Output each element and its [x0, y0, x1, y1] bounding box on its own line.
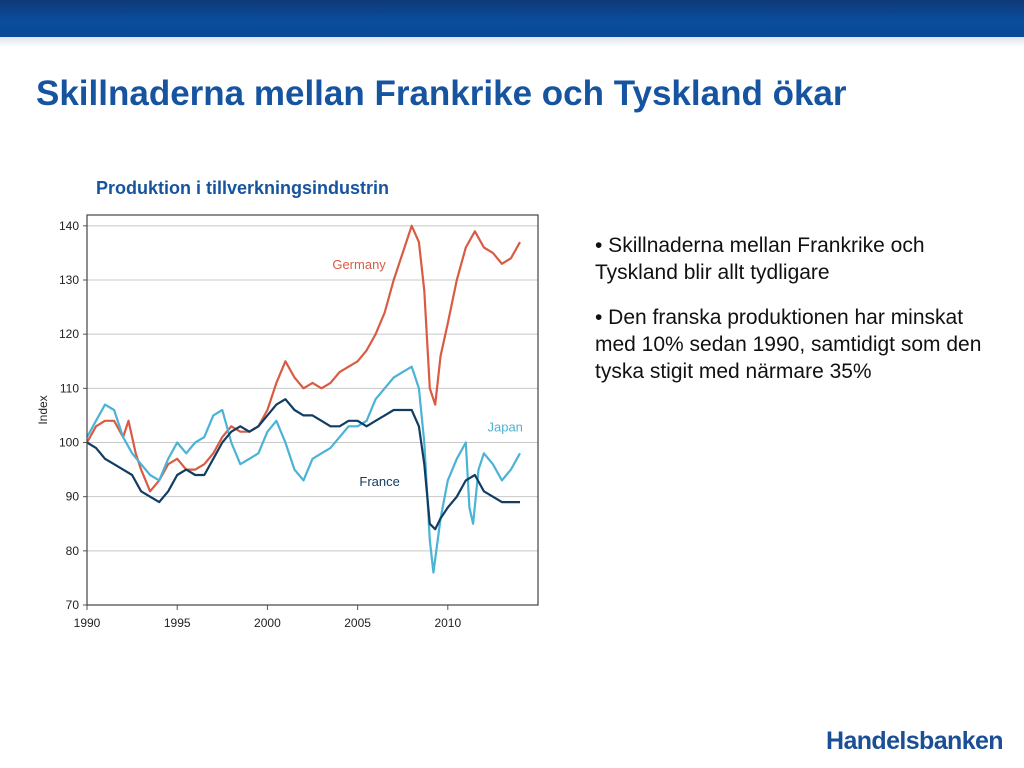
- chart-title: Produktion i tillverkningsindustrin: [96, 178, 390, 198]
- y-tick-label: 110: [60, 381, 79, 395]
- y-tick-label: 70: [66, 598, 80, 612]
- series-label-japan: Japan: [487, 420, 522, 435]
- bullet-point: • Den franska produktionen har minskat m…: [595, 306, 982, 383]
- series-label-france: France: [359, 474, 399, 489]
- x-tick-label: 2000: [254, 616, 281, 630]
- series-line-germany: [86, 224, 521, 493]
- bullet-list: • Skillnaderna mellan Frankrike och Tysk…: [595, 232, 1005, 403]
- plot-frame: [86, 214, 539, 606]
- y-tick-label: 120: [59, 327, 79, 341]
- series-label-germany: Germany: [332, 257, 386, 272]
- header-shadow: [0, 37, 1024, 47]
- bullet-point: • Skillnaderna mellan Frankrike och Tysk…: [595, 234, 925, 284]
- handelsbanken-logo: Handelsbanken: [826, 727, 1004, 755]
- x-tick-label: 1995: [164, 616, 191, 630]
- x-tick-label: 2010: [434, 616, 461, 630]
- x-tick-label: 2005: [344, 616, 371, 630]
- header-band: [0, 0, 1024, 37]
- series-line-france: [86, 398, 520, 531]
- y-axis-label: Index: [36, 395, 50, 424]
- series-line-japan: [86, 365, 521, 574]
- y-tick-label: 80: [66, 544, 80, 558]
- x-tick-label: 1990: [74, 616, 101, 630]
- y-tick-label: 130: [59, 273, 79, 287]
- slide-title: Skillnaderna mellan Frankrike och Tyskla…: [36, 74, 847, 113]
- y-tick-label: 140: [59, 219, 79, 233]
- line-chart: 70 80 90 100 110 120 130 140 1990 1995 2000 2005 201…: [36, 214, 539, 630]
- y-tick-label: 100: [59, 436, 79, 450]
- y-tick-label: 90: [66, 490, 80, 504]
